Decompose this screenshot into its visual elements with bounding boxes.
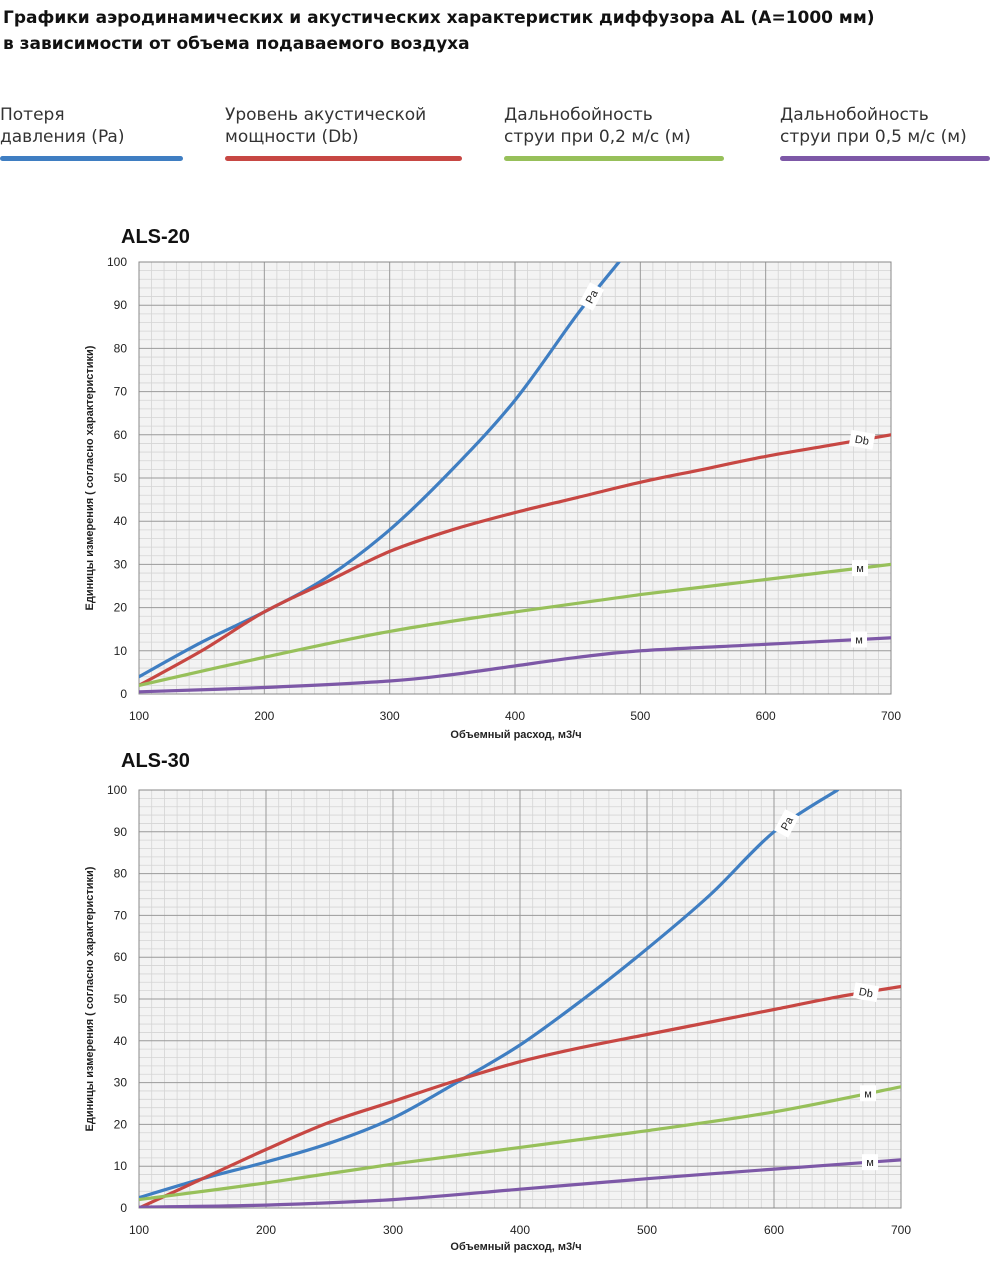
y-tick-label: 60 [114, 428, 128, 442]
y-tick-label: 30 [114, 557, 128, 571]
chart-title-als20: ALS-20 [121, 226, 190, 248]
curve-label-text: Pa [584, 288, 601, 306]
y-tick-label: 10 [114, 1159, 128, 1173]
legend-item-acoustic: Уровень акустической мощности (Db) [225, 104, 462, 161]
x-tick-label: 500 [637, 1223, 657, 1237]
chart-als30: 0 10 20 30 40 50 60 70 80 90 100 100 200 300 400 500 600… [84, 783, 911, 1253]
curve-label-m-05: м [862, 1154, 878, 1171]
chart-title-als30: ALS-30 [121, 750, 190, 772]
legend-label-line2: струи при 0,2 м/с (м) [504, 127, 691, 147]
x-axis-label: Объемный расход, м3/ч [450, 1241, 581, 1253]
x-tick-label: 600 [756, 709, 776, 723]
x-tick-label: 200 [254, 709, 274, 723]
legend-swatch-blue [0, 156, 183, 161]
page-title: Графики аэродинамических и акустических … [3, 8, 875, 28]
curve-label-bg [852, 560, 868, 577]
legend-swatch-green [504, 156, 724, 161]
page-subtitle: в зависимости от объема подаваемого возд… [3, 34, 470, 54]
y-tick-label: 50 [114, 992, 128, 1006]
curve-label-bg [774, 809, 800, 838]
y-tick-label: 50 [114, 471, 128, 485]
legend-label-line2: мощности (Db) [225, 127, 359, 147]
y-tick-label: 70 [114, 908, 128, 922]
y-tick-label: 40 [114, 1034, 128, 1048]
curve-label-bg [852, 982, 880, 1003]
y-tick-label: 20 [114, 1117, 128, 1131]
curve-label-pa: Pa [578, 282, 605, 311]
legend-label-line1: Дальнобойность [780, 105, 929, 125]
legend-label-line1: Потеря [0, 105, 65, 125]
legend-label-line2: струи при 0,5 м/с (м) [780, 127, 967, 147]
x-tick-label: 400 [505, 709, 525, 723]
curve-label-text: Db [854, 434, 870, 448]
curve-label-text: м [866, 1157, 874, 1169]
series-line-pa [139, 262, 621, 679]
curve-label-text: Pa [779, 814, 796, 832]
series-line-m-05 [139, 636, 891, 694]
legend-item-pressure: Потеря давления (Pa) [0, 104, 183, 161]
y-tick-label: 90 [114, 825, 128, 839]
curve-label-m-02: м [860, 1085, 876, 1102]
series-line-pa [139, 790, 840, 1200]
curve-label-text: Db [858, 986, 874, 1000]
curve-label-bg [862, 1154, 878, 1171]
plot-border [138, 261, 892, 695]
legend-item-throw-02: Дальнобойность струи при 0,2 м/с (м) [504, 104, 724, 161]
curve-label-db: Db [852, 982, 880, 1003]
y-tick-label: 80 [114, 341, 128, 355]
y-tick-label: 100 [107, 255, 127, 269]
curve-label-m-02: м [852, 560, 868, 577]
y-tick-label: 0 [120, 1201, 127, 1215]
curve-label-text: м [864, 1088, 872, 1100]
series-line-m-05 [139, 1158, 901, 1208]
y-axis-label: Единицы измерения ( согласно характерист… [84, 345, 96, 610]
legend-label-line1: Дальнобойность [504, 105, 653, 125]
y-tick-label: 30 [114, 1076, 128, 1090]
plot-border [138, 789, 902, 1209]
y-tick-label: 90 [114, 298, 128, 312]
y-tick-label: 20 [114, 601, 128, 615]
x-tick-label: 700 [891, 1223, 911, 1237]
y-tick-label: 70 [114, 385, 128, 399]
x-tick-label: 200 [256, 1223, 276, 1237]
legend-swatch-red [225, 156, 462, 161]
x-tick-label: 700 [881, 709, 901, 723]
x-tick-label: 300 [380, 709, 400, 723]
curve-label-m-05: м [851, 631, 867, 648]
y-axis-label: Единицы измерения ( согласно характерист… [84, 866, 96, 1131]
curve-label-text: м [856, 563, 864, 575]
x-tick-label: 300 [383, 1223, 403, 1237]
x-tick-label: 100 [129, 709, 149, 723]
series-line-db [139, 433, 891, 687]
curve-label-bg [578, 282, 605, 311]
legend-label-line2: давления (Pa) [0, 127, 125, 147]
series-line-m-02 [139, 1085, 901, 1202]
series-line-m-02 [139, 562, 891, 687]
curve-label-text: м [855, 634, 863, 646]
x-axis-label: Объемный расход, м3/ч [450, 729, 581, 741]
curve-label-db: Db [848, 429, 876, 450]
y-tick-label: 10 [114, 644, 128, 658]
legend-item-throw-05: Дальнобойность струи при 0,5 м/с (м) [780, 104, 990, 161]
legend-label-line1: Уровень акустической [225, 105, 427, 125]
x-tick-label: 500 [630, 709, 650, 723]
chart-als20: 0 10 20 30 40 50 60 70 80 90 100 100 200 300 400 500 600… [84, 255, 901, 741]
series-line-db [139, 984, 901, 1208]
y-tick-label: 80 [114, 867, 128, 881]
x-tick-label: 400 [510, 1223, 530, 1237]
series-group [139, 790, 901, 1208]
curve-label-pa: Pa [774, 809, 800, 838]
legend-swatch-purple [780, 156, 990, 161]
y-tick-label: 40 [114, 514, 128, 528]
y-tick-label: 60 [114, 950, 128, 964]
curve-label-bg [851, 631, 867, 648]
curve-label-bg [848, 429, 876, 450]
series-group [139, 262, 891, 694]
x-tick-label: 100 [129, 1223, 149, 1237]
x-tick-label: 600 [764, 1223, 784, 1237]
y-tick-label: 0 [120, 687, 127, 701]
curve-label-bg [860, 1085, 876, 1102]
y-tick-label: 100 [107, 783, 127, 797]
